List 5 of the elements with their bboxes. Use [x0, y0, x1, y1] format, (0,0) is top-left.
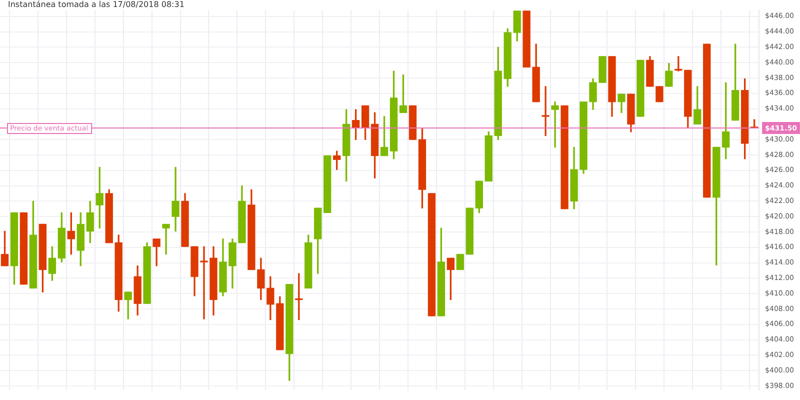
candlestick	[172, 166, 180, 232]
chart-title: Instantánea tomada a las 17/08/2018 08:31	[8, 0, 184, 9]
candlestick	[542, 86, 550, 136]
candlestick	[162, 224, 170, 255]
candlestick	[551, 102, 559, 148]
